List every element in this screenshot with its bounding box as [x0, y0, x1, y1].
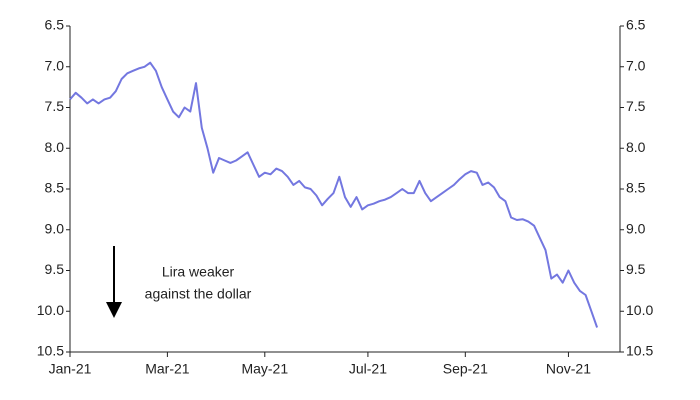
x-tick-label: Nov-21: [546, 361, 591, 377]
y-tick-label: 10.5: [37, 343, 64, 359]
x-tick-label: Sep-21: [443, 361, 488, 377]
y2-tick-label: 8.0: [626, 139, 646, 155]
y2-tick-label: 9.0: [626, 220, 646, 236]
y-tick-label: 9.0: [45, 220, 65, 236]
y-tick-label: 9.5: [45, 261, 65, 277]
x-tick-label: Jul-21: [349, 361, 387, 377]
annotation: Lira weaker: [162, 264, 235, 280]
y-tick-label: 7.5: [45, 98, 65, 114]
y-tick-label: 10.0: [37, 302, 64, 318]
y2-tick-label: 6.5: [626, 17, 646, 33]
y-tick-label: 6.5: [45, 17, 65, 33]
x-tick-label: Mar-21: [145, 361, 190, 377]
y2-tick-label: 10.5: [626, 343, 653, 359]
x-tick-label: Jan-21: [49, 361, 92, 377]
y-tick-label: 7.0: [45, 57, 65, 73]
x-tick-label: May-21: [241, 361, 288, 377]
y2-tick-label: 9.5: [626, 261, 646, 277]
y2-tick-label: 8.5: [626, 180, 646, 196]
y2-tick-label: 7.5: [626, 98, 646, 114]
arrow-head: [106, 302, 122, 318]
annotation: against the dollar: [145, 286, 252, 302]
y2-tick-label: 10.0: [626, 302, 653, 318]
y-tick-label: 8.0: [45, 139, 65, 155]
series-line: [69, 61, 599, 328]
y-tick-label: 8.5: [45, 180, 65, 196]
y2-tick-label: 7.0: [626, 57, 646, 73]
